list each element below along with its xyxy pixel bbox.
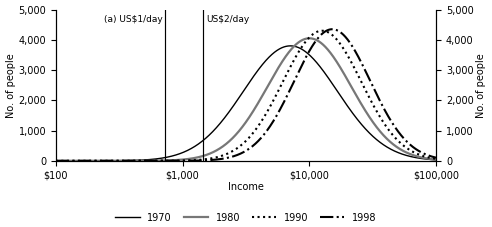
Legend: 1970, 1980, 1990, 1998: 1970, 1980, 1990, 1998 <box>111 209 381 227</box>
Text: (a) US$1/day: (a) US$1/day <box>104 15 163 24</box>
Y-axis label: No. of people: No. of people <box>5 53 16 118</box>
X-axis label: Income: Income <box>228 182 264 192</box>
Text: US$2/day: US$2/day <box>207 15 250 24</box>
Y-axis label: No. of people: No. of people <box>476 53 487 118</box>
